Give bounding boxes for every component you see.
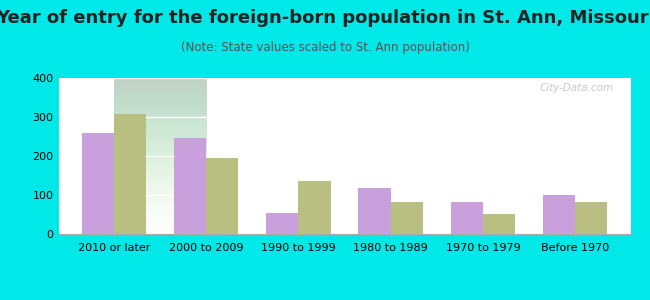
Text: Year of entry for the foreign-born population in St. Ann, Missouri: Year of entry for the foreign-born popul… [0, 9, 650, 27]
Bar [298, 181, 331, 234]
Bar [358, 188, 391, 234]
Text: (Note: State values scaled to St. Ann population): (Note: State values scaled to St. Ann po… [181, 40, 469, 53]
Bar [575, 202, 608, 234]
Bar [206, 158, 239, 234]
Bar [174, 138, 206, 234]
Bar [266, 212, 298, 234]
Bar [81, 134, 114, 234]
Bar [543, 195, 575, 234]
Bar [450, 202, 483, 234]
Bar [391, 202, 423, 234]
Bar [114, 114, 146, 234]
Text: City-Data.com: City-Data.com [540, 83, 614, 93]
Bar [483, 214, 515, 234]
